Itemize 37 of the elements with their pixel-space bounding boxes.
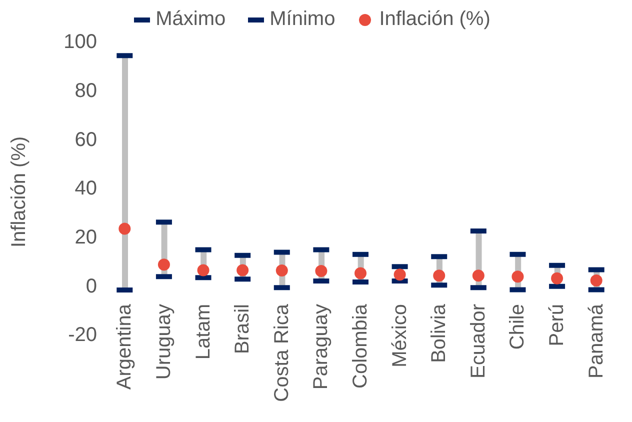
y-tick-label: 100 [64,31,97,54]
point [276,264,288,277]
x-tick-label: Panamá [585,303,608,378]
legend-label: Máximo [156,8,226,31]
x-tick-label: Colombia [350,303,372,388]
x-tick-label: Perú [546,304,568,346]
point [354,267,366,280]
x-tick-label: Uruguay [152,304,175,380]
point [551,272,564,284]
y-tick-label: 20 [74,226,97,248]
y-tick-label: -20 [68,324,97,346]
point [197,264,210,276]
y-tick-label: 0 [86,275,97,298]
x-tick-label: Argentina [114,303,136,390]
x-tick-label: México [388,304,411,368]
point [158,258,170,271]
point [512,270,524,283]
legend-label: Mínimo [270,8,336,31]
y-tick-label: 40 [74,178,97,200]
y-tick-label: 60 [74,128,97,151]
x-tick-label: Paraguay [310,304,332,390]
y-axis-title: Inflación (%) [8,136,30,248]
x-tick-label: Latam [192,304,214,360]
legend-label: Inflación (%) [379,8,490,31]
x-tick-label: Chile [506,304,529,350]
point [315,265,328,278]
point [472,270,484,282]
x-tick-label: Bolivia [428,303,450,363]
x-tick-label: Brasil [232,304,254,354]
point [236,264,249,276]
y-tick-label: 80 [74,80,97,102]
point [394,268,406,281]
x-tick-label: Costa Rica [270,303,293,402]
point [433,270,446,282]
point [118,222,131,235]
x-tick-label: Ecuador [467,304,490,378]
point [590,274,602,287]
